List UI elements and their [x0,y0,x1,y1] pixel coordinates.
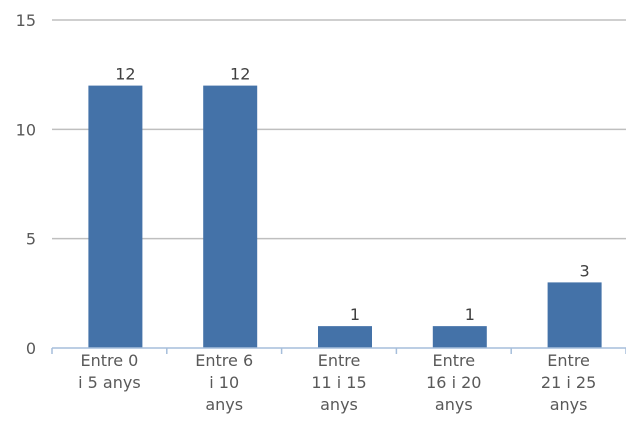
x-tick-label-line: Entre 6 [195,351,253,370]
x-tick-label-line: 16 i 20 [426,373,481,392]
data-label: 1 [465,305,475,324]
x-tick-label: Entre 21 i 25 anys [541,351,596,414]
gridlines [52,19,626,240]
data-label: 3 [580,261,590,280]
x-tick-label-line: 21 i 25 [541,373,596,392]
data-label: 12 [230,65,250,84]
x-axis [51,347,626,354]
bar [432,326,487,348]
data-labels: 12 12 1 1 3 [115,65,589,325]
y-tick-label: 0 [26,339,36,358]
x-tick-label: Entre 16 i 20 anys [426,351,481,414]
x-tick-label-line: Entre 0 [80,351,138,370]
y-tick-label: 15 [16,11,36,30]
x-tick-label-line: 11 i 15 [311,373,366,392]
data-label: 1 [350,305,360,324]
x-tick-label: Entre 0 i 5 anys [78,351,141,392]
bar [318,326,372,348]
x-tick-label-line: Entre [318,351,361,370]
bar [547,282,602,348]
bar [203,85,258,348]
data-label: 12 [115,65,135,84]
x-tick-label: Entre 6 i 10 anys [195,351,253,414]
y-tick-label: 5 [26,230,36,249]
x-tick-label-line: anys [205,395,243,414]
x-tick-label-line: Entre [433,351,476,370]
x-tick-label-line: Entre [547,351,590,370]
bar [88,85,143,348]
y-tick-label: 10 [16,120,36,139]
x-tick-label: Entre 11 i 15 anys [311,351,366,414]
y-axis-ticks: 0 5 10 15 [16,11,36,358]
bars [88,85,602,348]
x-tick-label-line: anys [550,395,588,414]
x-tick-label-line: i 10 [209,373,239,392]
x-tick-label-line: anys [320,395,358,414]
x-tick-label-line: i 5 anys [78,373,141,392]
x-tick-label-line: anys [435,395,473,414]
x-axis-category-labels: Entre 0 i 5 anys Entre 6 i 10 anys Entre 11 i … [78,351,596,414]
